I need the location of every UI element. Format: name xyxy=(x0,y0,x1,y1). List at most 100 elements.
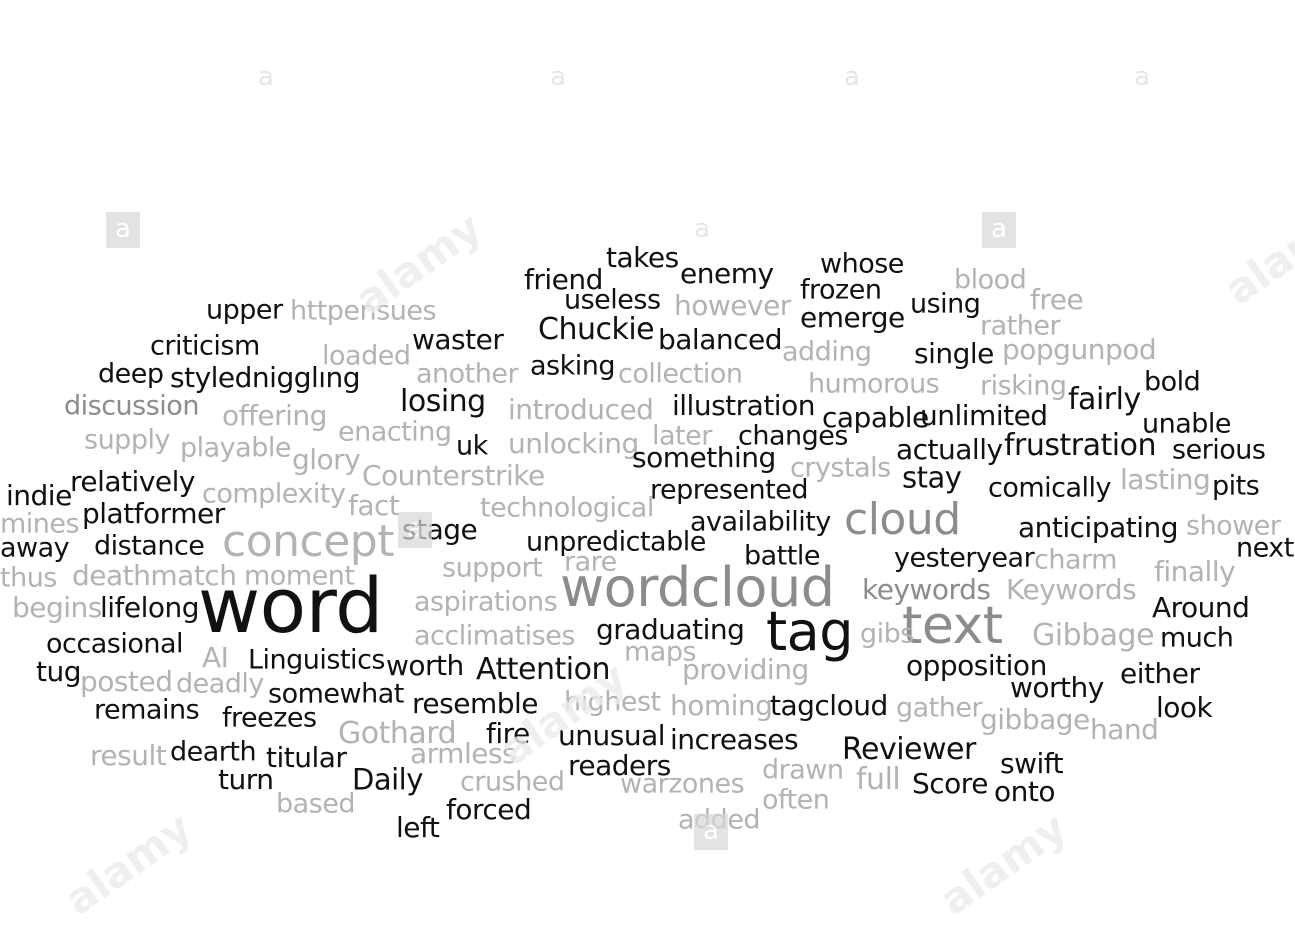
cloud-word: another xyxy=(416,358,519,390)
cloud-word: balanced xyxy=(658,323,783,356)
cloud-word: humorous xyxy=(808,368,940,400)
cloud-word: cloud xyxy=(844,494,961,545)
cloud-word: changes xyxy=(738,420,848,452)
cloud-word: relatively xyxy=(70,465,195,498)
cloud-word: rather xyxy=(980,310,1061,342)
cloud-word: remains xyxy=(94,694,200,726)
cloud-word: worthy xyxy=(1010,671,1104,704)
cloud-word: tug xyxy=(36,655,82,688)
cloud-word: graduating xyxy=(596,613,745,646)
watermark-letter: a xyxy=(1134,62,1150,92)
cloud-word: word xyxy=(198,561,383,650)
cloud-word: often xyxy=(762,784,830,816)
cloud-word: unusual xyxy=(558,719,666,752)
cloud-word: somewhat xyxy=(268,678,404,710)
cloud-word: hand xyxy=(1090,713,1159,746)
cloud-word: however xyxy=(674,289,791,322)
cloud-word: highest xyxy=(564,686,661,718)
cloud-word: Chuckie xyxy=(538,312,655,347)
cloud-word: technological xyxy=(480,492,654,524)
cloud-word: emerge xyxy=(800,301,905,334)
cloud-word: actually xyxy=(896,433,1003,466)
cloud-word: frozen xyxy=(800,274,882,306)
cloud-word: lifelong xyxy=(100,591,200,624)
cloud-word: based xyxy=(276,788,356,820)
cloud-word: maps xyxy=(624,636,697,668)
cloud-word: collection xyxy=(618,358,743,390)
cloud-word: bold xyxy=(1144,366,1201,398)
watermark-badge: a xyxy=(982,212,1016,248)
cloud-word: acclimatises xyxy=(414,620,575,652)
cloud-word: introduced xyxy=(508,393,654,426)
watermark-letter: a xyxy=(844,62,860,92)
cloud-word: swift xyxy=(1000,747,1064,780)
cloud-word: shower xyxy=(1186,510,1281,542)
cloud-word: aspirations xyxy=(414,586,558,618)
cloud-word: blood xyxy=(954,264,1027,296)
cloud-word: waster xyxy=(412,323,504,356)
cloud-word: titular xyxy=(266,741,347,774)
cloud-word: using xyxy=(910,288,981,320)
cloud-word: next xyxy=(1236,532,1294,564)
cloud-word: begins xyxy=(12,591,102,624)
cloud-word: drawn xyxy=(762,754,844,786)
cloud-word: tagcloud xyxy=(770,689,888,722)
cloud-word: glory xyxy=(292,443,361,476)
cloud-word: uk xyxy=(456,430,488,462)
cloud-word: free xyxy=(1030,283,1084,316)
cloud-word: single xyxy=(914,337,994,370)
cloud-word: Gibbage xyxy=(1032,618,1155,653)
watermark-badge: a xyxy=(694,814,728,850)
cloud-word: unlimited xyxy=(920,399,1048,432)
cloud-word: represented xyxy=(650,474,809,506)
cloud-word: Counterstrike xyxy=(362,459,545,492)
cloud-word: text xyxy=(902,596,1003,656)
cloud-word: supply xyxy=(84,424,170,456)
cloud-word: unpredictable xyxy=(526,526,706,558)
cloud-word: risking xyxy=(980,370,1067,402)
cloud-word: enacting xyxy=(338,416,452,448)
cloud-word: useless xyxy=(564,284,661,316)
cloud-word: Keywords xyxy=(1006,573,1137,606)
cloud-word: pits xyxy=(1212,470,1260,502)
cloud-word: availability xyxy=(690,506,831,538)
cloud-word: illustration xyxy=(672,389,815,422)
cloud-word: thus xyxy=(0,562,57,594)
cloud-word: wordcloud xyxy=(560,556,835,619)
cloud-word: posted xyxy=(80,665,173,698)
cloud-word: away xyxy=(0,532,70,564)
cloud-word: deathmatch xyxy=(72,559,237,592)
cloud-word: resemble xyxy=(412,687,539,720)
cloud-word: much xyxy=(1160,622,1234,654)
cloud-word: deadly xyxy=(176,668,264,700)
cloud-word: later xyxy=(652,420,712,452)
cloud-word: crushed xyxy=(460,766,565,798)
cloud-word: loaded xyxy=(322,340,411,372)
cloud-word: armless xyxy=(410,737,517,770)
cloud-word: homing xyxy=(670,689,773,722)
cloud-word: Around xyxy=(1152,591,1250,624)
cloud-word: stay xyxy=(902,460,962,495)
cloud-word: fire xyxy=(486,717,530,750)
cloud-word: stylednigglıng xyxy=(170,361,361,394)
cloud-word: providing xyxy=(682,653,809,686)
cloud-word: httpensues xyxy=(290,295,437,327)
cloud-word: Reviewer xyxy=(842,732,976,767)
cloud-word: concept xyxy=(222,516,394,567)
cloud-word: indie xyxy=(6,479,72,512)
cloud-word: serious xyxy=(1172,434,1266,466)
cloud-word: offering xyxy=(222,399,327,432)
cloud-word: Daily xyxy=(352,762,423,797)
watermark-letter: a xyxy=(550,62,566,92)
cloud-word: gibs xyxy=(860,618,914,650)
cloud-word: friend xyxy=(524,263,603,296)
cloud-word: asking xyxy=(530,350,616,382)
cloud-word: fairly xyxy=(1068,382,1141,417)
cloud-word: comically xyxy=(988,472,1112,504)
watermark-letter: a xyxy=(258,62,274,92)
cloud-word: moment xyxy=(244,560,355,592)
cloud-word: charm xyxy=(1034,544,1117,576)
cloud-word: Attention xyxy=(476,652,610,687)
cloud-word: increases xyxy=(670,723,799,756)
